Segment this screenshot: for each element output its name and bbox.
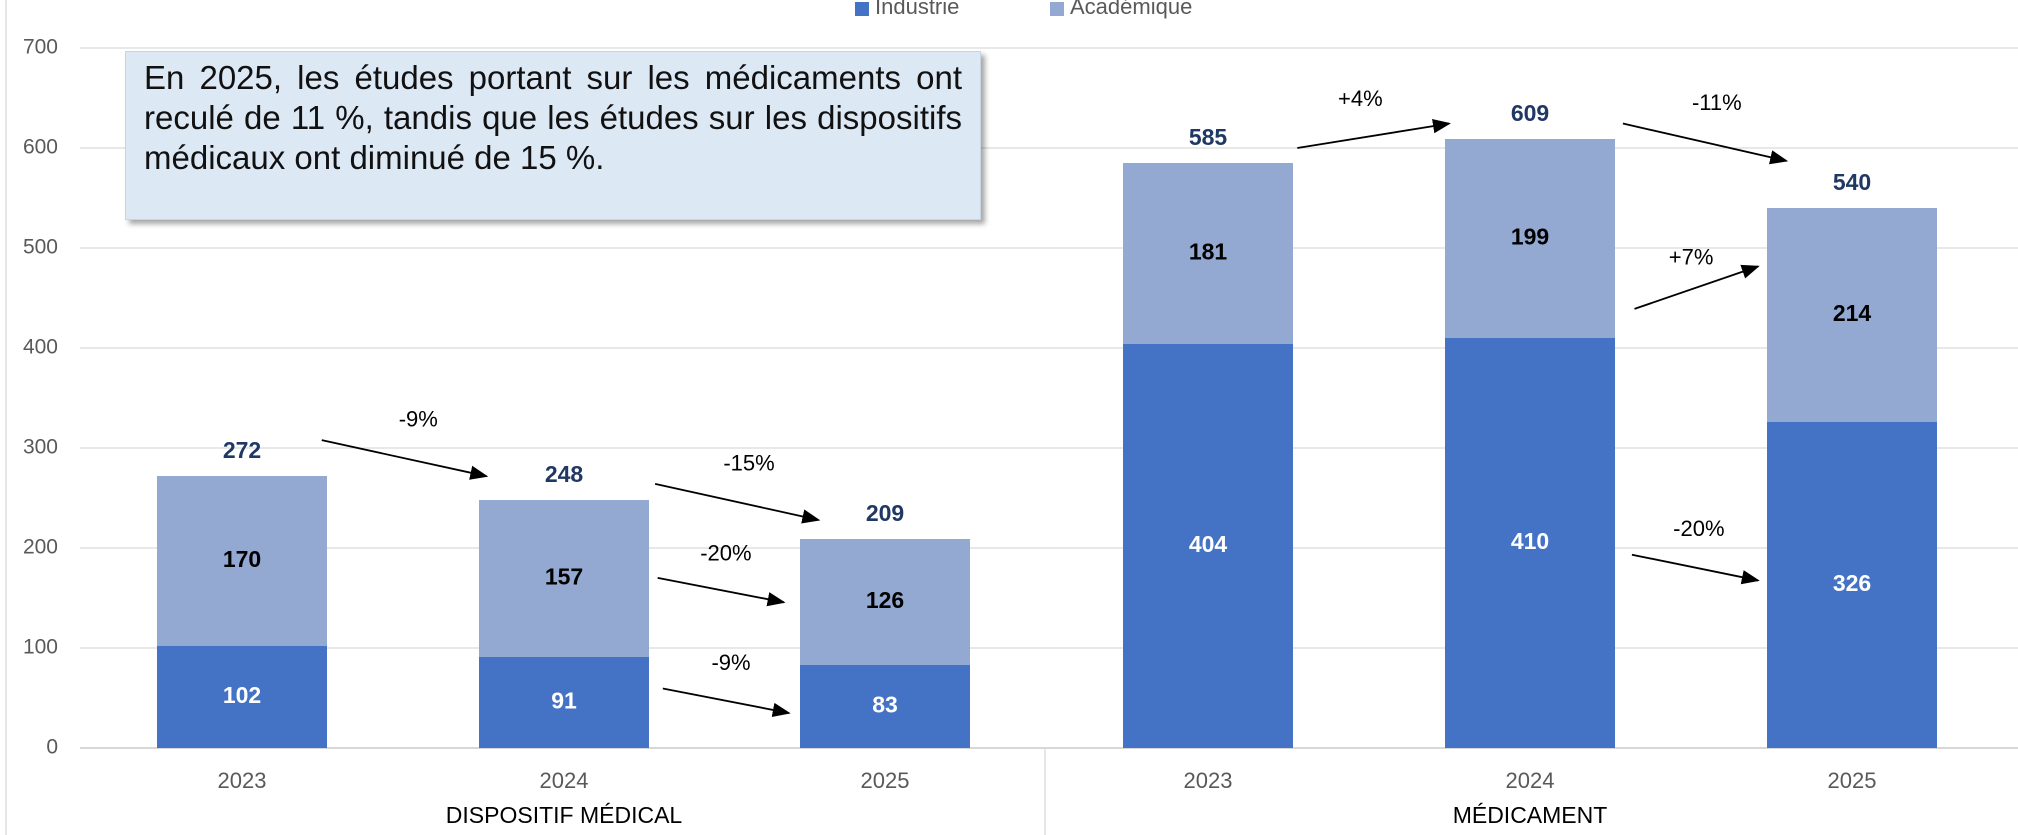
annotation: +4% — [1338, 86, 1383, 111]
value-label: 170 — [223, 546, 261, 572]
value-label: 181 — [1189, 239, 1228, 265]
value-label: 157 — [545, 564, 583, 590]
total-label: 609 — [1511, 100, 1549, 126]
bar-segment — [1767, 422, 1937, 748]
value-label: 326 — [1833, 570, 1871, 596]
y-tick-label: 500 — [23, 236, 58, 259]
total-label: 209 — [866, 500, 904, 526]
legend-swatch — [1050, 2, 1064, 16]
value-label: 199 — [1511, 224, 1549, 250]
y-tick-label: 600 — [23, 136, 58, 159]
arrow — [654, 483, 821, 524]
total-label: 585 — [1189, 124, 1228, 150]
annotation: -11% — [1692, 90, 1742, 115]
value-label: 404 — [1189, 531, 1228, 557]
annotation: -9% — [711, 650, 750, 675]
value-label: 126 — [866, 587, 904, 613]
annotation: -20% — [1673, 516, 1724, 541]
bar-segment — [800, 665, 970, 748]
group-label: DISPOSITIF MÉDICAL — [446, 802, 683, 828]
arrow — [662, 687, 791, 717]
bar-segment — [1123, 163, 1293, 344]
x-tick-label: 2024 — [1506, 768, 1555, 793]
y-tick-label: 100 — [23, 636, 58, 659]
arrow — [657, 576, 786, 607]
total-label: 248 — [545, 461, 584, 487]
bar-segment — [479, 657, 649, 748]
value-label: 102 — [223, 682, 261, 708]
x-tick-label: 2023 — [218, 768, 267, 793]
arrow — [321, 439, 489, 480]
annotation: -9% — [399, 407, 438, 432]
value-label: 214 — [1833, 300, 1872, 326]
bar-segment — [157, 646, 327, 748]
legend-label: Académique — [1070, 0, 1192, 19]
value-label: 91 — [551, 688, 577, 714]
arrow — [1634, 264, 1760, 310]
annotation: -15% — [723, 450, 774, 475]
x-tick-label: 2024 — [540, 768, 589, 793]
x-tick-label: 2025 — [861, 768, 910, 793]
legend-swatch — [855, 2, 869, 16]
arrow — [1297, 119, 1451, 149]
bar-segment — [1123, 344, 1293, 748]
y-tick-label: 400 — [23, 336, 58, 359]
bar-segment — [800, 539, 970, 665]
bar-segment — [157, 476, 327, 646]
bar-segment — [1445, 139, 1615, 338]
value-label: 410 — [1511, 528, 1549, 554]
total-label: 272 — [223, 437, 261, 463]
bar-segment — [1767, 208, 1937, 422]
x-tick-label: 2025 — [1828, 768, 1877, 793]
annotation: -20% — [700, 541, 751, 566]
annotation: +7% — [1669, 244, 1714, 269]
annotation-box: En 2025, les études portant sur les médi… — [125, 51, 981, 220]
y-tick-label: 0 — [46, 736, 58, 759]
value-label: 83 — [872, 692, 898, 718]
bar-segment — [1445, 338, 1615, 748]
y-tick-label: 200 — [23, 536, 58, 559]
group-label: MÉDICAMENT — [1453, 802, 1608, 828]
arrow — [1622, 122, 1789, 165]
bar-segment — [479, 500, 649, 657]
y-tick-label: 300 — [23, 436, 58, 459]
legend-label: Industrie — [875, 0, 959, 19]
y-tick-label: 700 — [23, 36, 58, 59]
total-label: 540 — [1833, 169, 1871, 195]
arrow — [1631, 553, 1760, 585]
x-tick-label: 2023 — [1184, 768, 1233, 793]
